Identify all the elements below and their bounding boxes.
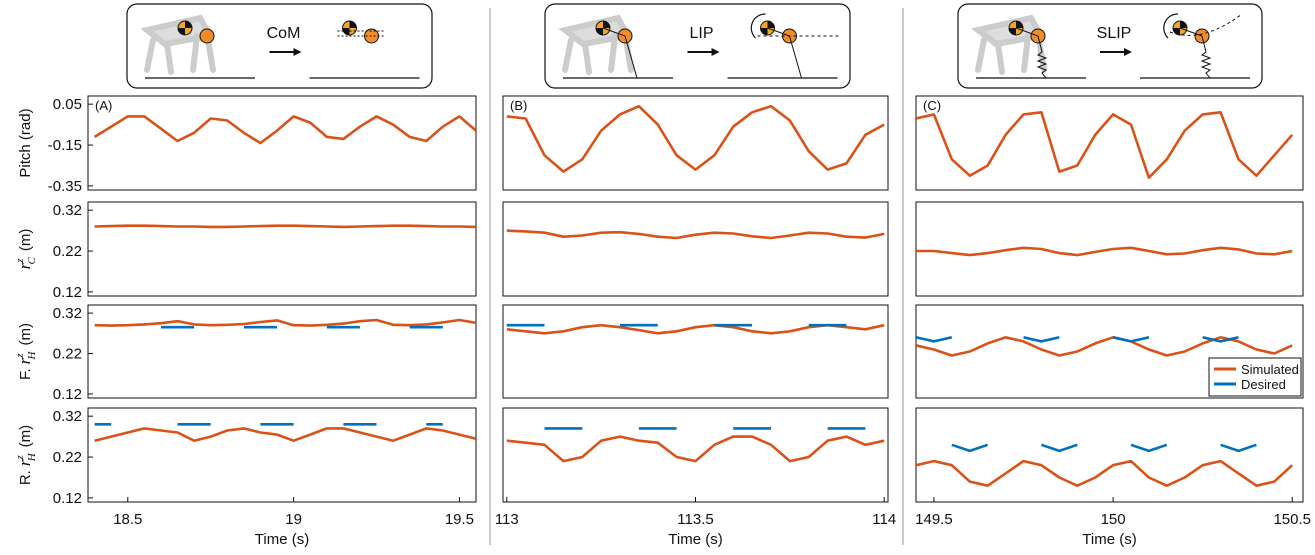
point-mass [200, 29, 214, 43]
y-label-prefix: R. [17, 470, 34, 485]
x-tick-label: 114 [872, 511, 896, 528]
plot-area [503, 305, 888, 398]
y-label-unit: (m) [17, 229, 34, 252]
y-tick-label: 0.22 [53, 449, 82, 466]
x-tick-label: 19.5 [445, 511, 474, 528]
plot-area [88, 408, 476, 502]
header-box [545, 4, 850, 88]
plot-area [88, 305, 476, 398]
data-line [95, 226, 476, 227]
y-tick-label: 0.12 [53, 490, 82, 507]
legend-label: Simulated [1241, 362, 1299, 377]
panel-label: (C) [923, 98, 941, 113]
x-tick-label: 149.5 [915, 511, 953, 528]
plot-area [916, 96, 1303, 190]
y-tick-label: 0.32 [53, 202, 82, 219]
header-box [958, 4, 1262, 88]
panel-label: (B) [510, 98, 527, 113]
panel-label: (A) [95, 98, 112, 113]
y-tick-label: 0.32 [53, 305, 82, 322]
plot-area [88, 202, 476, 296]
plot-area [503, 202, 888, 296]
y-tick-label: 0.05 [53, 96, 82, 113]
x-tick-label: 113 [495, 511, 519, 528]
y-axis-label: F.rzH(m) [14, 323, 38, 380]
y-label-sub: H [26, 350, 38, 360]
y-label-prefix: F. [17, 368, 34, 380]
legend-label: Desired [1241, 377, 1286, 392]
y-tick-label: 0.32 [53, 408, 82, 425]
y-axis-label: R.rzH(m) [14, 425, 38, 485]
plot-area [503, 96, 888, 190]
x-axis-label: Time (s) [668, 531, 722, 548]
y-tick-label: -0.15 [48, 137, 82, 154]
plot-area [503, 408, 888, 502]
figure: CoM LIP SLIP 0.05 -0.15 -0.35 (A) Pitch (rad) 0.… [0, 0, 1315, 550]
header-box [127, 4, 432, 88]
y-axis-label: Pitch (rad) [17, 108, 34, 177]
x-axis-label: Time (s) [255, 531, 309, 548]
y-label-sub: H [26, 452, 38, 462]
plot-area [88, 96, 476, 190]
y-label-sup: z [14, 258, 26, 264]
x-tick-label: 150 [1101, 511, 1126, 528]
y-label-sup: z [14, 455, 26, 461]
y-tick-label: 0.22 [53, 243, 82, 260]
y-tick-label: -0.35 [48, 178, 82, 195]
y-label-sub: C [26, 256, 38, 264]
model-label: LIP [689, 25, 713, 42]
y-tick-label: 0.12 [53, 386, 82, 403]
model-label: CoM [267, 25, 301, 42]
plot-area [916, 408, 1303, 502]
x-tick-label: 113.5 [677, 511, 713, 528]
x-tick-label: 150.5 [1273, 511, 1311, 528]
x-tick-label: 18.5 [113, 511, 142, 528]
y-label-sup: z [14, 353, 26, 359]
y-axis-label: rzC(m) [14, 229, 38, 270]
y-tick-label: 0.22 [53, 346, 82, 363]
y-label-unit: (m) [17, 323, 34, 346]
y-tick-label: 0.12 [53, 284, 82, 301]
x-tick-label: 19 [285, 511, 302, 528]
y-label-unit: (m) [17, 425, 34, 448]
x-axis-label: Time (s) [1082, 531, 1136, 548]
model-label: SLIP [1097, 25, 1132, 42]
